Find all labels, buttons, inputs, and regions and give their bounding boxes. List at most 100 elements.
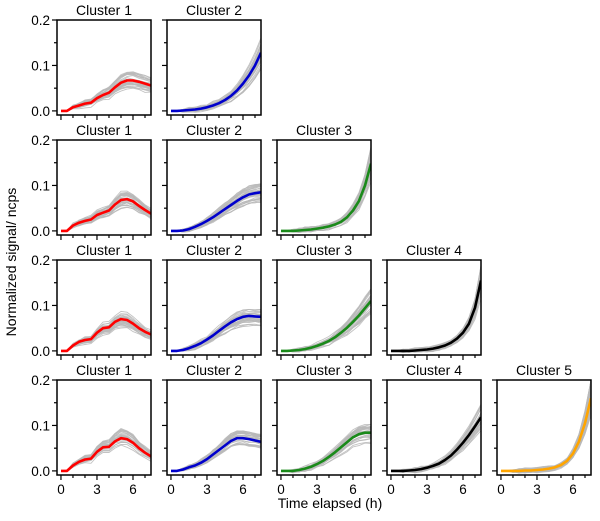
mean-line xyxy=(61,436,151,473)
trace-line xyxy=(500,380,591,473)
panel-frame xyxy=(276,259,372,356)
trace-line xyxy=(500,391,591,472)
trace-line xyxy=(390,283,481,352)
trace-line xyxy=(61,87,151,112)
trace-line xyxy=(60,327,151,352)
trace-line xyxy=(280,156,371,232)
individual-traces xyxy=(60,427,151,473)
trace-line xyxy=(501,389,591,474)
x-tick-label: 3 xyxy=(93,482,101,497)
individual-traces xyxy=(280,423,371,474)
trace-line xyxy=(280,150,371,233)
panel-title: Cluster 2 xyxy=(186,122,242,138)
trace-line xyxy=(391,276,481,352)
mean-line xyxy=(171,314,261,353)
trace-line xyxy=(61,310,151,352)
panel-3-3: Cluster 3 xyxy=(272,242,372,360)
trace-line xyxy=(390,277,481,352)
trace-line xyxy=(391,268,481,352)
trace-line xyxy=(280,154,371,232)
y-tick-label: 0.1 xyxy=(31,58,50,73)
panel-title: Cluster 4 xyxy=(406,362,462,378)
mean-line xyxy=(281,300,371,353)
panel-frame xyxy=(276,379,372,476)
individual-traces xyxy=(60,71,151,113)
y-tick-label: 0.2 xyxy=(31,13,50,28)
panel-title: Cluster 1 xyxy=(76,2,132,18)
trace-line xyxy=(60,202,151,232)
trace-line xyxy=(500,386,591,472)
panel-title: Cluster 1 xyxy=(76,242,132,258)
mean-line xyxy=(171,52,261,113)
panel-frame xyxy=(56,379,152,476)
panel-4-2: Cluster 2 0 3 6 xyxy=(162,362,262,497)
individual-traces xyxy=(170,430,261,473)
individual-traces xyxy=(170,308,261,353)
trace-line xyxy=(390,279,481,352)
mean-line xyxy=(61,317,151,353)
trace-line xyxy=(280,430,371,472)
trace-line xyxy=(390,284,481,352)
y-tick-label: 0.0 xyxy=(31,344,50,359)
panel-frame xyxy=(386,259,482,356)
trace-line xyxy=(500,395,591,472)
trace-line xyxy=(280,154,371,232)
individual-traces xyxy=(280,288,371,353)
panel-frame xyxy=(166,379,262,476)
individual-traces xyxy=(60,310,151,353)
panel-title: Cluster 4 xyxy=(406,242,462,258)
trace-line xyxy=(390,284,481,353)
trace-line xyxy=(390,268,481,352)
y-tick-label: 0.2 xyxy=(31,253,50,268)
panel-2-3: Cluster 3 xyxy=(272,122,372,240)
trace-line xyxy=(500,380,591,472)
trace-line xyxy=(170,37,261,112)
trace-line xyxy=(280,149,371,233)
y-tick-label: 0.2 xyxy=(31,373,50,388)
y-tick-label: 0.1 xyxy=(31,298,50,313)
trace-line xyxy=(391,285,481,352)
panel-frame xyxy=(166,259,262,356)
trace-line xyxy=(391,279,481,352)
individual-traces xyxy=(170,183,261,233)
panel-title: Cluster 3 xyxy=(296,362,352,378)
trace-line xyxy=(500,393,591,472)
panel-title: Cluster 1 xyxy=(76,122,132,138)
panel-frame xyxy=(276,139,372,236)
trace-line xyxy=(280,431,371,472)
panel-title: Cluster 3 xyxy=(296,242,352,258)
trace-line xyxy=(280,153,371,233)
x-tick-label: 3 xyxy=(533,482,541,497)
mean-line xyxy=(281,163,371,233)
trace-line xyxy=(281,155,371,232)
trace-line xyxy=(391,267,481,354)
y-tick-label: 0.0 xyxy=(31,224,50,239)
trace-line xyxy=(390,286,481,352)
x-tick-label: 3 xyxy=(313,482,321,497)
trace-line xyxy=(280,313,371,353)
trace-line xyxy=(280,152,371,232)
trace-line xyxy=(61,322,151,352)
y-tick-label: 0.0 xyxy=(31,104,50,119)
x-tick-label: 6 xyxy=(129,482,137,497)
panel-4-4: Cluster 4 0 3 6 xyxy=(382,362,482,497)
y-tick-label: 0.1 xyxy=(31,178,50,193)
individual-traces xyxy=(390,265,481,354)
trace-line xyxy=(171,197,261,233)
trace-line xyxy=(390,279,481,353)
panel-3-1: Cluster 1 0.0 0.1 0.2 xyxy=(31,242,152,360)
panel-1-2: Cluster 2 xyxy=(162,2,262,120)
mean-line xyxy=(61,79,151,113)
trace-line xyxy=(501,400,591,472)
individual-traces xyxy=(390,403,481,474)
individual-traces xyxy=(500,380,591,474)
panel-frame xyxy=(166,19,262,116)
mean-line xyxy=(281,431,371,473)
trace-line xyxy=(500,397,591,472)
trace-line xyxy=(390,281,481,352)
individual-traces xyxy=(60,190,151,233)
individual-traces xyxy=(280,146,371,233)
x-tick-label: 0 xyxy=(167,482,175,497)
panel-2-2: Cluster 2 xyxy=(162,122,262,240)
